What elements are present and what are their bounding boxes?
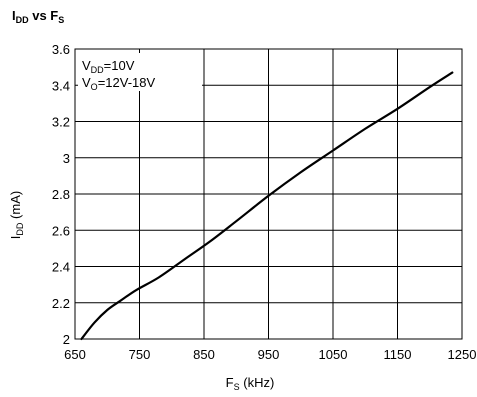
x-tick-label: 650 [64, 347, 86, 362]
grid [74, 48, 463, 340]
chart-title-sub: DD [16, 15, 29, 25]
y-tick-label: 3.2 [52, 115, 70, 130]
x-tick-label: 1250 [448, 347, 477, 362]
chart-title: IDD vs FS [12, 8, 64, 25]
annotation-background [78, 53, 202, 91]
y-tick-label: 2.8 [52, 187, 70, 202]
plot-frame [74, 48, 463, 340]
chart-title-main: I [12, 8, 16, 23]
annotation-vo: VO=12V-18V [82, 75, 155, 92]
annotation-vdd: VDD=10V [82, 58, 135, 75]
y-axis-label: IDD (mA) [8, 191, 25, 239]
x-tick-label: 1150 [384, 347, 412, 362]
y-tick-label: 2.2 [52, 296, 70, 311]
x-tick-labels: 650 750 850 950 1050 1150 1250 [64, 347, 476, 362]
y-tick-label: 2.6 [52, 223, 70, 238]
y-tick-label: 3.6 [52, 42, 70, 57]
y-tick-label: 2 [63, 332, 70, 347]
y-tick-label: 3 [63, 151, 70, 166]
y-tick-label: 2.4 [52, 260, 70, 275]
x-axis-label: FS (kHz) [226, 375, 275, 392]
x-tick-label: 750 [129, 347, 151, 362]
x-tick-label: 1050 [319, 347, 348, 362]
y-tick-label: 3.4 [52, 78, 70, 93]
y-tick-labels: 2 2.2 2.4 2.6 2.8 3 3.2 3.4 3.6 [52, 42, 70, 347]
x-tick-label: 850 [193, 347, 215, 362]
svg-text:IDD vs FS: IDD vs FS [12, 8, 64, 25]
chart-title-mid: vs F [29, 8, 59, 23]
x-tick-label: 950 [258, 347, 280, 362]
series-line [80, 71, 454, 341]
annotation: VDD=10V VO=12V-18V [82, 58, 155, 92]
chart-title-sub2: S [58, 15, 64, 25]
